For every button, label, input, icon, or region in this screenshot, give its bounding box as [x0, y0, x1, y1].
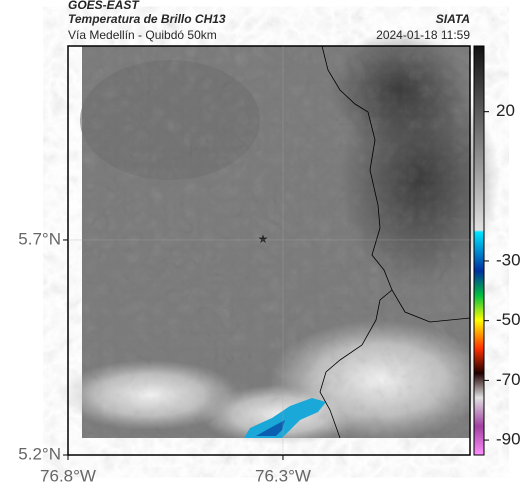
station-star: ★: [258, 232, 269, 246]
map-frame: [67, 45, 471, 456]
x-tick-label: 76.3°W: [255, 466, 311, 485]
x-tick-label: 76.8°W: [40, 466, 96, 485]
colorbar-tick-label: 20: [496, 101, 515, 120]
colorbar-tick-label: -30: [496, 250, 521, 269]
colorbar-tick-label: -70: [496, 370, 521, 389]
y-tick-label: 5.2°N: [18, 444, 61, 463]
source: SIATA: [436, 12, 470, 26]
satellite-image: ★: [60, 30, 500, 445]
y-tick-label: 5.7°N: [18, 229, 61, 248]
title: Temperatura de Brillo CH13: [68, 12, 226, 26]
colorbar: [473, 45, 485, 456]
product: GOES-EAST: [68, 0, 140, 12]
colorbar-tick-label: -90: [496, 430, 521, 449]
colorbar-tick-label: -50: [496, 310, 521, 329]
subtitle: Vía Medellín - Quibdó 50km: [68, 28, 217, 42]
